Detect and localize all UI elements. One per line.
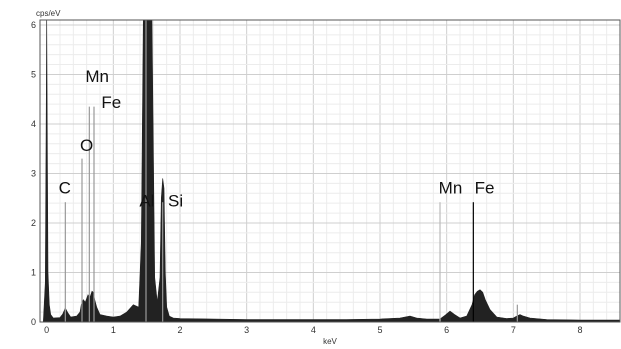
x-tick-label: 3 xyxy=(244,325,249,335)
y-axis-label: cps/eV xyxy=(36,9,61,18)
element-labels: C O Mn Fe Al Si Mn Fe xyxy=(59,67,495,211)
y-tick-label: 3 xyxy=(31,168,36,178)
spectrum-area xyxy=(42,19,621,323)
element-label: Mn xyxy=(439,178,463,197)
element-marker-lines xyxy=(64,20,518,322)
element-label: Fe xyxy=(101,93,121,112)
element-label: Al xyxy=(139,192,154,211)
x-tick-label: 7 xyxy=(511,325,516,335)
element-label: O xyxy=(80,136,93,155)
y-tick-labels: 0 1 2 3 4 5 6 xyxy=(31,20,36,327)
x-tick-label: 2 xyxy=(177,325,182,335)
element-label: Fe xyxy=(475,178,495,197)
x-tick-label: 1 xyxy=(111,325,116,335)
y-tick-label: 5 xyxy=(31,69,36,79)
x-tick-label: 6 xyxy=(444,325,449,335)
x-axis-label: keV xyxy=(323,337,337,346)
x-tick-label: 0 xyxy=(44,325,49,335)
plot-frame xyxy=(39,19,621,323)
element-label: C xyxy=(59,178,71,197)
element-label: Mn xyxy=(85,67,109,86)
y-tick-label: 6 xyxy=(31,20,36,30)
x-tick-label: 8 xyxy=(577,325,582,335)
y-tick-label: 0 xyxy=(31,317,36,327)
element-label: Si xyxy=(168,192,183,211)
x-tick-label: 5 xyxy=(377,325,382,335)
y-tick-label: 1 xyxy=(31,267,36,277)
x-tick-label: 4 xyxy=(311,325,316,335)
grid-lines xyxy=(40,20,621,323)
y-tick-label: 2 xyxy=(31,218,36,228)
y-tick-label: 4 xyxy=(31,119,36,129)
x-tick-labels: 0 1 2 3 4 5 6 7 8 xyxy=(44,325,582,335)
